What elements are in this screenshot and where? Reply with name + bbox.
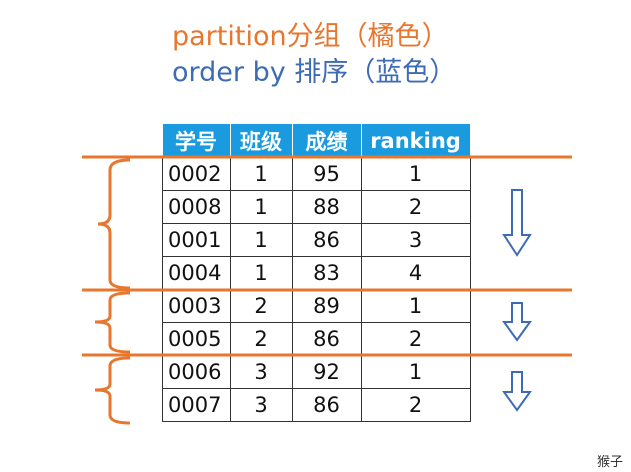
cell-score: 83 [291,256,362,290]
table-row: 0002 1 95 1 [162,157,471,191]
partition-brace [97,158,131,290]
partition-brace [94,356,131,425]
cell-class: 2 [229,322,293,356]
cell-student-id: 0003 [162,289,231,323]
cell-score: 86 [291,388,362,422]
table-row: 0008 1 88 2 [162,190,471,224]
cell-student-id: 0004 [162,256,231,290]
header-class: 班级 [230,124,293,158]
down-arrow-icon [502,302,532,342]
down-arrow-icon [502,371,532,412]
cell-student-id: 0007 [162,388,231,422]
cell-ranking: 1 [360,355,471,389]
partition-brace [94,291,131,354]
cell-student-id: 0001 [162,223,231,257]
order-by-legend: order by 排序（蓝色） [172,57,457,88]
cell-ranking: 3 [360,223,471,257]
cell-ranking: 2 [360,388,471,422]
header-ranking: ranking [361,124,471,158]
cell-class: 1 [229,157,293,191]
cell-student-id: 0002 [162,157,231,191]
table-header: 学号 班级 成绩 ranking [162,124,471,158]
cell-ranking: 4 [360,256,471,290]
table-row: 0001 1 86 3 [162,223,471,257]
cell-class: 1 [229,190,293,224]
table-row: 0006 3 92 1 [162,355,471,389]
cell-ranking: 2 [360,190,471,224]
cell-score: 95 [291,157,362,191]
cell-class: 3 [229,355,293,389]
cell-score: 89 [291,289,362,323]
partition-legend: partition分组（橘色） [172,21,449,52]
header-score: 成绩 [292,124,362,158]
header-student-id: 学号 [162,124,231,158]
watermark: 猴子 [596,455,623,470]
cell-student-id: 0006 [162,355,231,389]
table-row: 0004 1 83 4 [162,256,471,290]
cell-class: 3 [229,388,293,422]
cell-student-id: 0008 [162,190,231,224]
table-row: 0007 3 86 2 [162,388,471,422]
down-arrow-icon [502,189,532,257]
ranking-table: 学号 班级 成绩 ranking 0002 1 95 1 0008 1 88 2 0001 1 86… [162,124,471,422]
